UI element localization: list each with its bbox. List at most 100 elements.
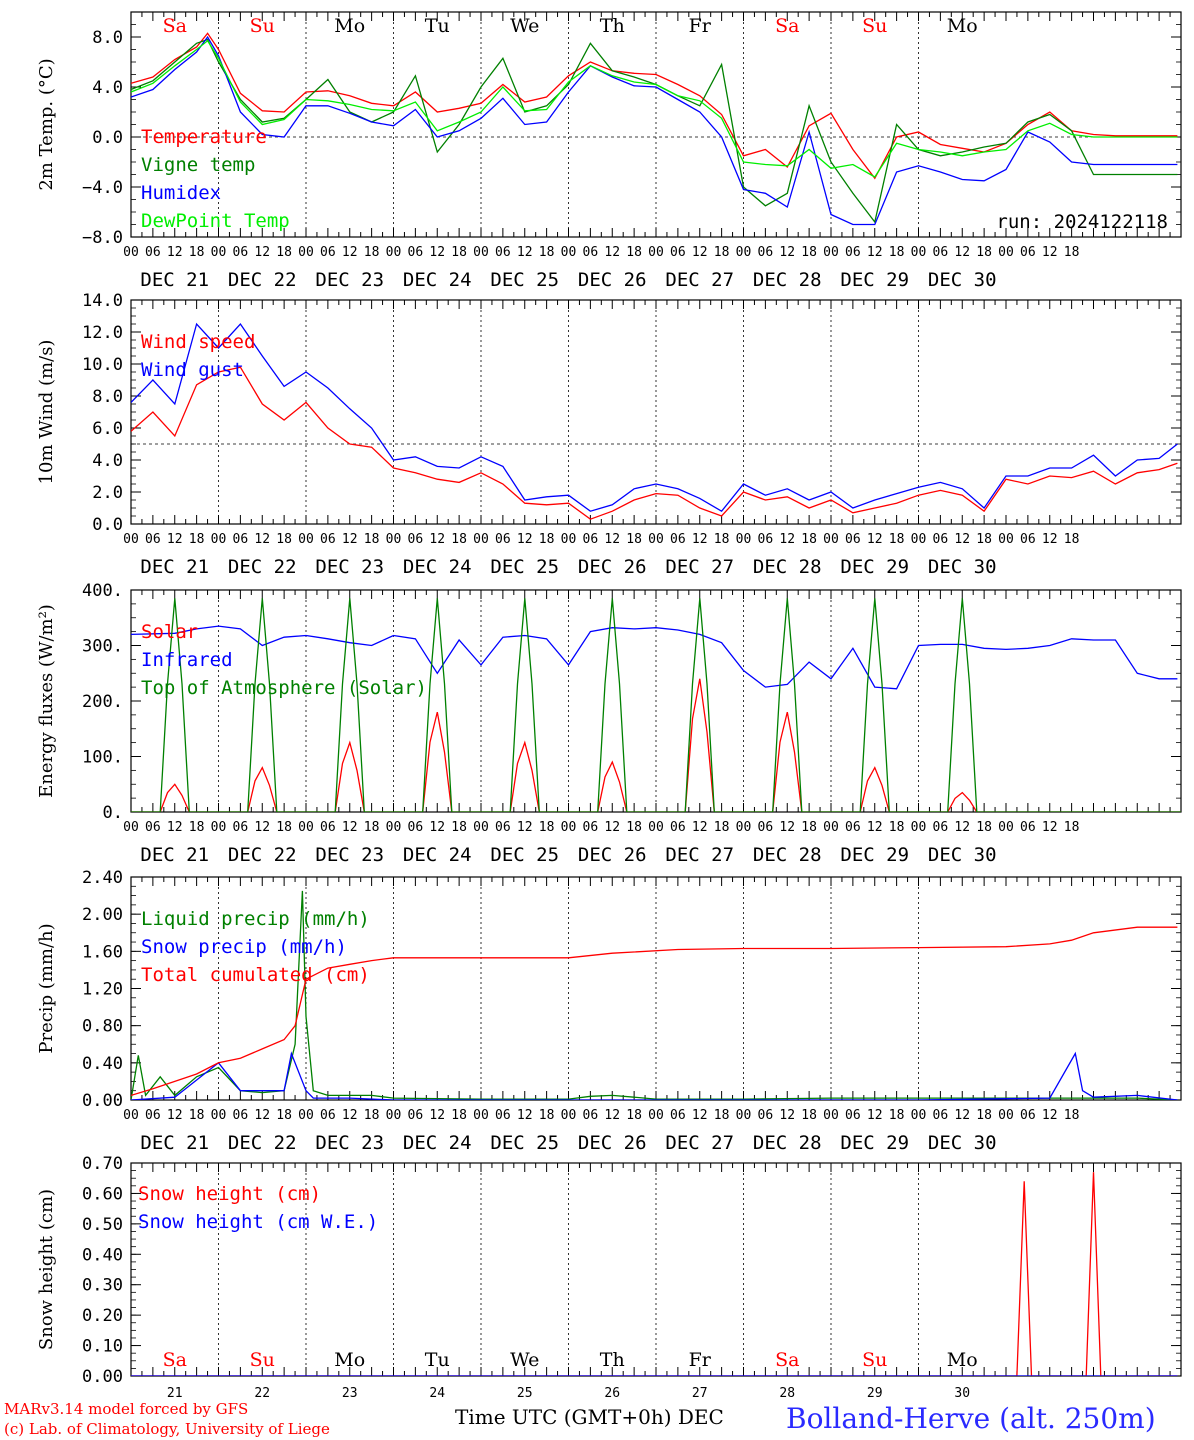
day-name-bottom: Mo [334, 1349, 365, 1371]
hour-label: 06 [758, 245, 774, 260]
hour-label: 18 [626, 1108, 642, 1123]
hour-label: 06 [320, 245, 336, 260]
date-label: DEC 21 [140, 556, 209, 578]
hour-label: 00 [911, 245, 927, 260]
day-name-bottom: Su [862, 1349, 887, 1371]
day-name-bottom: Sa [775, 1349, 799, 1371]
y-tick-label: 0.0 [92, 128, 123, 148]
hour-label: 18 [889, 820, 905, 835]
hour-label: 06 [670, 1108, 686, 1123]
panel-3: 0. 100. 200. 300. 400. Energy fluxes (W/m²) 00… [36, 581, 1182, 866]
hour-label: 06 [845, 820, 861, 835]
date-label: DEC 28 [753, 556, 822, 578]
day-number: 25 [517, 1386, 533, 1401]
y-tick-label: −8.0 [82, 228, 123, 248]
legend-entry: Vigne temp [141, 154, 255, 176]
hour-label: 00 [473, 820, 489, 835]
hour-label: 12 [254, 245, 270, 260]
y-tick-label: 0.40 [82, 1245, 123, 1265]
hour-label: 12 [342, 245, 358, 260]
hour-label: 18 [189, 820, 205, 835]
hour-label: 12 [1042, 820, 1058, 835]
legend-entry: Snow height (cm) [138, 1183, 321, 1205]
hour-label: 00 [998, 532, 1014, 547]
hour-label: 12 [429, 245, 445, 260]
day-number: 22 [254, 1386, 270, 1401]
hour-label: 06 [233, 1108, 249, 1123]
y-axis-label: Energy fluxes (W/m²) [36, 604, 57, 798]
hour-label: 12 [692, 532, 708, 547]
day-name-top: Fr [689, 15, 712, 37]
y-tick-label: 400. [82, 581, 123, 601]
hour-label: 12 [254, 820, 270, 835]
date-label: DEC 24 [403, 269, 472, 291]
series-line-snow-height-cm- [131, 1172, 1178, 1376]
series-line-wind-speed [131, 366, 1178, 520]
panel-5: 0.00 0.10 0.20 0.30 0.40 0.50 0.60 0.70 Snow hei… [36, 1154, 1182, 1401]
legend-entry: Snow height (cm W.E.) [138, 1211, 378, 1233]
hour-label: 18 [714, 532, 730, 547]
hour-label: 06 [758, 820, 774, 835]
hour-label: 06 [145, 532, 161, 547]
y-tick-label: 0.20 [82, 1306, 123, 1326]
hour-label: 06 [933, 820, 949, 835]
hour-label: 12 [517, 820, 533, 835]
y-tick-label: 0.00 [82, 1091, 123, 1111]
y-tick-label: 0. [103, 803, 123, 823]
hour-label: 00 [648, 532, 664, 547]
date-label: DEC 21 [140, 269, 209, 291]
hour-label: 00 [823, 1108, 839, 1123]
hour-label: 06 [583, 245, 599, 260]
hour-label: 18 [451, 532, 467, 547]
legend-entry: Solar [141, 621, 198, 643]
hour-label: 00 [561, 532, 577, 547]
hour-label: 00 [473, 245, 489, 260]
hour-label: 06 [145, 245, 161, 260]
hour-label: 18 [626, 820, 642, 835]
hour-label: 18 [276, 1108, 292, 1123]
hour-label: 00 [211, 245, 227, 260]
hour-label: 18 [714, 1108, 730, 1123]
series-line-temperature [131, 32, 1178, 180]
hour-label: 18 [976, 820, 992, 835]
y-tick-label: 4.0 [92, 451, 123, 471]
hour-label: 12 [604, 245, 620, 260]
y-tick-label: 0.30 [82, 1276, 123, 1296]
series-line-vigne-temp [131, 38, 1178, 224]
hour-label: 18 [451, 1108, 467, 1123]
hour-label: 00 [823, 532, 839, 547]
date-label: DEC 27 [665, 269, 734, 291]
hour-label: 18 [714, 820, 730, 835]
y-tick-label: 10.0 [82, 355, 123, 375]
hour-label: 18 [364, 820, 380, 835]
hour-label: 18 [801, 532, 817, 547]
hour-label: 18 [889, 532, 905, 547]
y-axis-label: 2m Temp. (°C) [36, 58, 57, 190]
hour-label: 06 [320, 532, 336, 547]
day-name-bottom: Tu [425, 1349, 450, 1371]
hour-label: 18 [1064, 245, 1080, 260]
date-label: DEC 30 [928, 1132, 997, 1154]
y-tick-label: 1.60 [82, 942, 123, 962]
hour-label: 06 [583, 532, 599, 547]
day-name-bottom: Mo [947, 1349, 978, 1371]
hour-label: 18 [801, 1108, 817, 1123]
hour-label: 12 [779, 1108, 795, 1123]
y-tick-label: −4.0 [82, 178, 123, 198]
series-group [131, 1172, 1178, 1376]
legend-entry: Infrared [141, 649, 233, 671]
hour-label: 00 [123, 532, 139, 547]
station-name: Bolland-Herve (alt. 250m) [786, 1402, 1156, 1435]
legend-entry: DewPoint Temp [141, 210, 290, 232]
legend-entry: Temperature [141, 126, 267, 148]
hour-label: 12 [1042, 245, 1058, 260]
series-group [131, 890, 1178, 1100]
hour-label: 12 [254, 532, 270, 547]
hour-label: 06 [845, 245, 861, 260]
day-name-bottom: Sa [163, 1349, 187, 1371]
y-axis-label: 10m Wind (m/s) [36, 340, 57, 485]
hour-label: 12 [779, 245, 795, 260]
hour-label: 18 [276, 820, 292, 835]
date-label: DEC 22 [228, 1132, 297, 1154]
hour-label: 18 [1064, 532, 1080, 547]
